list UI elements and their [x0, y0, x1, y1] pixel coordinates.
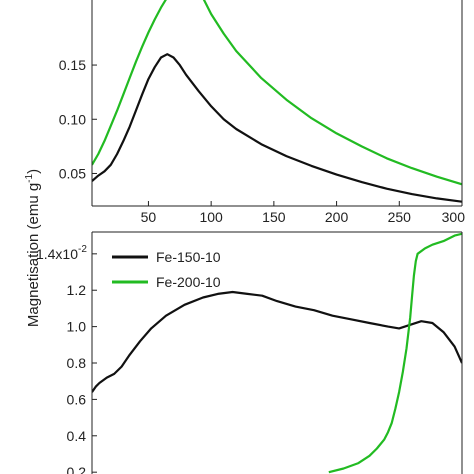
y-axis-title-superscript: -1 [24, 173, 35, 182]
top-y-tick-label: 0.10 [59, 111, 86, 127]
bottom-y-tick-exponent: -2 [78, 244, 87, 255]
legend: Fe-150-10 Fe-200-10 [112, 249, 221, 290]
bottom-y-tick-label: 0.6 [67, 391, 87, 407]
bottom-series-line-0 [92, 290, 462, 393]
bottom-y-tick-label: 0.2 [67, 464, 87, 474]
top-series-line-1 [92, 0, 462, 186]
bottom-y-tick-label: 0.4 [67, 428, 87, 444]
top-y-tick-label: 0.05 [59, 165, 86, 181]
top-x-tick-label: 300 [442, 209, 466, 225]
bottom-y-tick-label: 0.8 [67, 355, 87, 371]
top-x-tick-label: 250 [388, 209, 412, 225]
top-plot-area [92, 0, 462, 203]
top-x-tick-label: 150 [262, 209, 286, 225]
bottom-y-tick-label: 1.0 [67, 319, 87, 335]
legend-label: Fe-200-10 [156, 274, 221, 290]
bottom-y-tick-label: 1.2 [67, 282, 87, 298]
bottom-series-line-1 [328, 232, 462, 474]
top-x-tick-label: 50 [141, 209, 157, 225]
top-x-tick-label: 200 [325, 209, 349, 225]
legend-label: Fe-150-10 [156, 249, 221, 265]
y-axis-title-text: Magnetisation (emu g [25, 183, 42, 327]
bottom-panel: 0.2 0.4 0.6 0.8 1.0 1.2 1.4x10 -2 Fe-150-10 Fe-2… [36, 231, 463, 474]
bottom-axes: 0.2 0.4 0.6 0.8 1.0 1.2 1.4x10 -2 [36, 231, 463, 474]
bottom-y-tick-label: 1.4x10 [36, 246, 78, 262]
top-panel: 0.05 0.10 0.15 50 100 150 200 250 300 [59, 0, 465, 225]
y-axis-title-close: ) [25, 169, 42, 174]
top-x-tick-label: 100 [199, 209, 223, 225]
top-series-line-0 [92, 53, 462, 203]
y-axis-title: Magnetisation (emu g-1) [24, 169, 42, 327]
top-axes: 0.05 0.10 0.15 50 100 150 200 250 300 [59, 0, 465, 225]
bottom-plot-area [92, 232, 462, 474]
top-y-tick-label: 0.15 [59, 57, 86, 73]
